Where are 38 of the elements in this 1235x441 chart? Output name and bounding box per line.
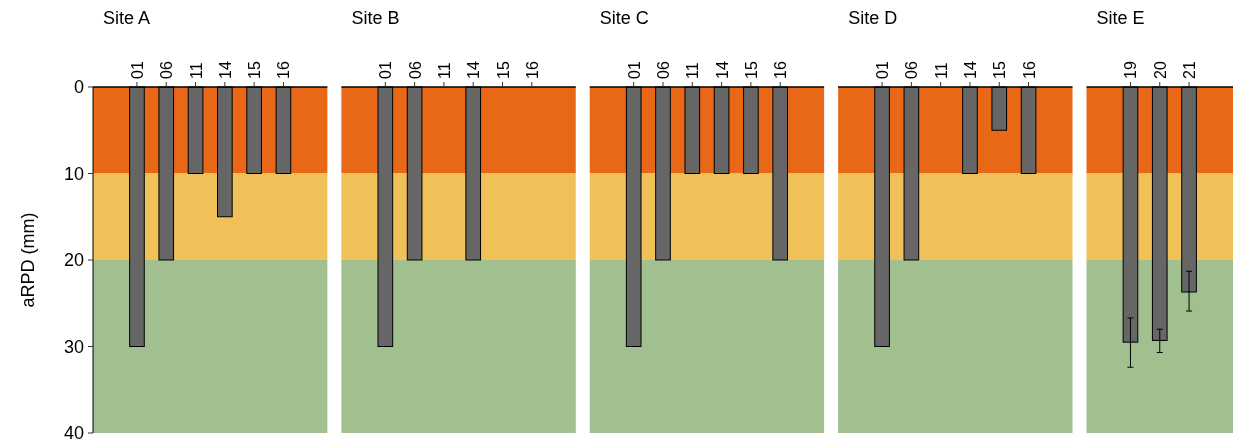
x-tick-label: 20 — [1151, 61, 1169, 79]
chart-title: Site A — [103, 8, 151, 28]
chart-title: Site B — [351, 8, 400, 28]
x-tick-label: 14 — [713, 61, 731, 79]
x-tick-label: 14 — [216, 61, 234, 79]
x-tick-label: 14 — [961, 61, 979, 79]
x-tick-label: 01 — [625, 61, 643, 79]
x-tick-label: 16 — [772, 61, 790, 79]
x-tick-label: 16 — [523, 61, 541, 79]
x-tick-label: 06 — [655, 61, 672, 79]
y-axis-title: aRPD (mm) — [18, 212, 38, 308]
x-tick-label: 21 — [1181, 61, 1199, 79]
y-tick-label: 40 — [63, 423, 84, 441]
x-tick-label: 11 — [435, 62, 453, 79]
chart-title: Site E — [1096, 8, 1145, 28]
x-tick-label: 19 — [1122, 61, 1140, 79]
x-tick-label: 06 — [406, 61, 424, 79]
x-tick-label: 01 — [874, 61, 892, 79]
y-tick-label: 0 — [73, 77, 84, 98]
chart-title: Site C — [599, 8, 649, 28]
x-tick-label: 11 — [187, 62, 205, 79]
x-tick-label: 15 — [991, 61, 1009, 79]
x-tick-label: 06 — [158, 61, 176, 79]
chart-title: Site D — [848, 8, 898, 28]
x-tick-label: 11 — [684, 62, 702, 79]
x-tick-label: 14 — [465, 61, 483, 79]
x-tick-label: 01 — [377, 61, 395, 79]
x-tick-label: 16 — [275, 61, 293, 79]
x-tick-label: 16 — [1020, 61, 1038, 79]
x-tick-label: 06 — [903, 61, 921, 79]
x-tick-label: 15 — [742, 61, 760, 79]
x-tick-label: 01 — [128, 61, 146, 79]
y-tick-label: 10 — [63, 163, 84, 184]
y-tick-label: 30 — [63, 336, 84, 357]
x-tick-label: 15 — [246, 61, 264, 79]
x-tick-label: 15 — [494, 61, 512, 79]
y-tick-label: 20 — [63, 250, 84, 271]
x-tick-label: 11 — [932, 62, 950, 79]
